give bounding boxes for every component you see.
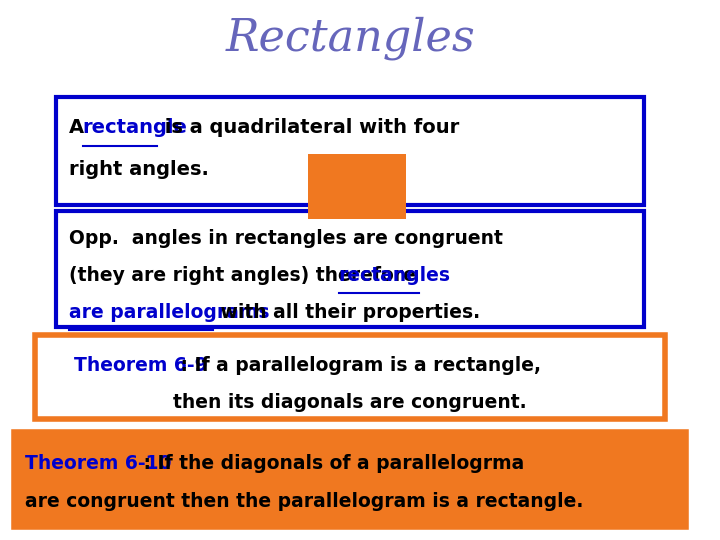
Text: Theorem 6-9: Theorem 6-9 <box>73 356 207 375</box>
Text: then its diagonals are congruent.: then its diagonals are congruent. <box>174 393 527 412</box>
Text: Rectangles: Rectangles <box>225 16 475 59</box>
FancyBboxPatch shape <box>56 211 644 327</box>
Text: are congruent then the parallelogram is a rectangle.: are congruent then the parallelogram is … <box>24 492 583 511</box>
FancyBboxPatch shape <box>308 154 406 219</box>
Text: rectangle: rectangle <box>83 118 187 137</box>
Text: are parallelograms: are parallelograms <box>68 303 269 322</box>
Text: is a quadrilateral with four: is a quadrilateral with four <box>158 118 459 137</box>
Text: rectangles: rectangles <box>339 266 451 285</box>
Text: Theorem 6-10: Theorem 6-10 <box>24 454 171 472</box>
Text: : If the diagonals of a parallelogrma: : If the diagonals of a parallelogrma <box>137 454 523 472</box>
FancyBboxPatch shape <box>56 97 644 205</box>
FancyBboxPatch shape <box>35 335 665 418</box>
Text: A: A <box>68 118 91 137</box>
FancyBboxPatch shape <box>14 432 686 526</box>
Text: with all their properties.: with all their properties. <box>214 303 480 322</box>
Text: right angles.: right angles. <box>68 160 209 179</box>
Text: Opp.  angles in rectangles are congruent: Opp. angles in rectangles are congruent <box>68 230 503 248</box>
Text: (they are right angles) therefore: (they are right angles) therefore <box>68 266 422 285</box>
Text: : If a parallelogram is a rectangle,: : If a parallelogram is a rectangle, <box>174 356 541 375</box>
